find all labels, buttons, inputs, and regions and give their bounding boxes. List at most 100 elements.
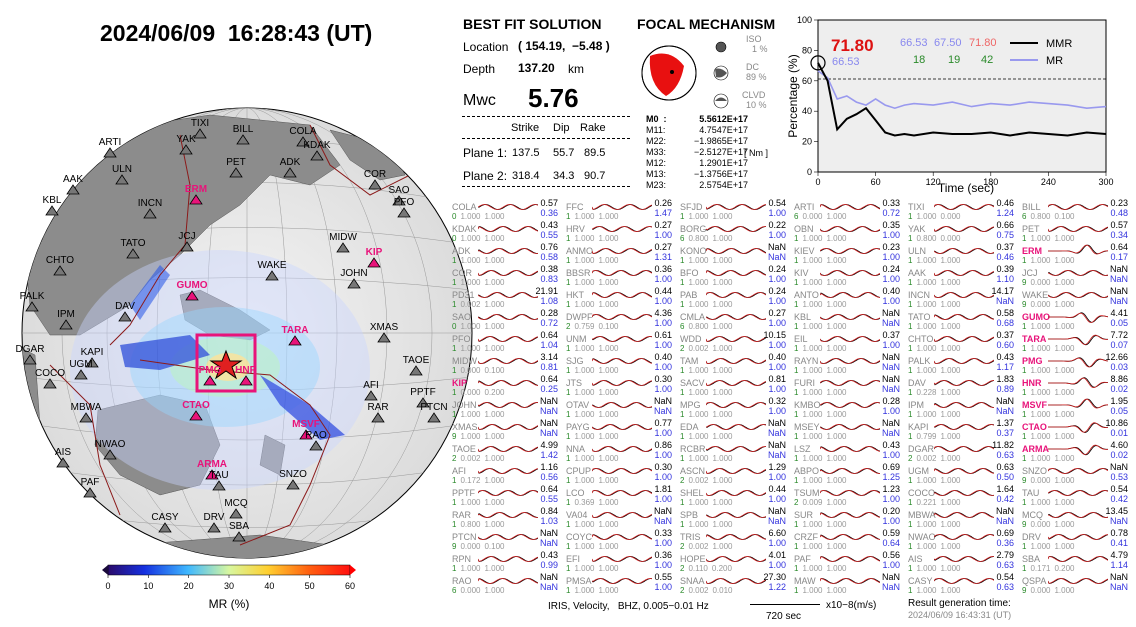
station-waveform bbox=[592, 446, 652, 452]
synthetic-trace bbox=[820, 204, 880, 210]
station-weight: 1.000 bbox=[688, 454, 709, 463]
station-waveform bbox=[478, 402, 538, 408]
tensor-key: M11: bbox=[646, 125, 666, 135]
station-triangle-icon bbox=[212, 480, 226, 491]
dc-value: 89 % bbox=[746, 72, 767, 82]
station-waveform bbox=[1048, 578, 1108, 584]
footer-scale: 720 sec bbox=[766, 611, 802, 622]
source-box bbox=[195, 333, 257, 393]
station-cell: PAYG 0.77 1.00 1 1.000 1.000 bbox=[566, 418, 678, 442]
tensor-row: M0 : 5.5612E+17 bbox=[646, 114, 748, 125]
synthetic-trace bbox=[478, 468, 538, 474]
station-name: RPN bbox=[452, 554, 472, 564]
map-station-label: PTCN bbox=[420, 402, 447, 413]
mr-time-chart: 0 20 40 60 80 100 0 60 120 180 240 300 71.80 66.53 … bbox=[786, 12, 1133, 197]
station-cell: TAM 0.40 1.00 1 1.000 1.000 bbox=[680, 352, 792, 376]
station-flag: 1 bbox=[794, 278, 799, 287]
station-name: TATO bbox=[908, 312, 931, 322]
station-mr: 1.00 bbox=[882, 450, 900, 460]
station-weight2: 1.000 bbox=[484, 300, 505, 309]
station-cell: ARMA 4.60 0.02 1 1.000 1.000 bbox=[1022, 440, 1134, 464]
plane2-label: Plane 2: bbox=[463, 169, 508, 183]
station-cell: COLA 0.57 0.36 0 1.000 1.000 bbox=[452, 198, 564, 222]
station-var: 0.23 bbox=[882, 242, 900, 252]
station-weight: 0.009 bbox=[802, 498, 823, 507]
station-weight: 1.000 bbox=[460, 278, 481, 287]
station-mr: NaN bbox=[881, 384, 900, 394]
station-cell: AAK 0.39 1.10 1 1.000 1.000 bbox=[908, 264, 1020, 288]
synthetic-trace bbox=[478, 226, 538, 232]
station-mr: 1.00 bbox=[654, 230, 672, 240]
iso-ball-icon bbox=[715, 41, 727, 53]
station-triangle-icon bbox=[185, 290, 199, 301]
station-weight2: 0.100 bbox=[484, 542, 505, 551]
synthetic-trace bbox=[592, 578, 652, 584]
station-weight: 1.000 bbox=[1030, 454, 1051, 463]
station-flag: 1 bbox=[908, 410, 913, 419]
station-waveform bbox=[706, 226, 766, 232]
station-weight: 0.759 bbox=[574, 322, 595, 331]
map-station-label: CASY bbox=[151, 512, 179, 523]
station-cell: JTS 0.30 1.00 1 1.000 1.000 bbox=[566, 374, 678, 398]
station-name: DWPF bbox=[566, 312, 593, 322]
station-triangle-icon bbox=[189, 194, 203, 205]
station-cell: AFI 1.16 0.56 1 0.172 1.000 bbox=[452, 462, 564, 486]
synthetic-trace bbox=[592, 424, 652, 430]
station-name: MPG bbox=[680, 400, 701, 410]
station-weight: 0.000 bbox=[1030, 520, 1051, 529]
synthetic-trace bbox=[820, 292, 880, 298]
synthetic-trace bbox=[706, 468, 766, 474]
station-mr: NaN bbox=[539, 582, 558, 592]
station-mr: 1.04 bbox=[540, 340, 558, 350]
legend-mmr: MMR bbox=[1046, 38, 1072, 50]
station-name: CTAO bbox=[1022, 422, 1047, 432]
station-weight2: 1.000 bbox=[826, 322, 847, 331]
y-tick-label: 60 bbox=[802, 76, 812, 86]
synthetic-trace bbox=[592, 380, 652, 386]
station-weight2: 1.000 bbox=[940, 344, 961, 353]
synthetic-trace bbox=[478, 402, 538, 408]
station-mr: 1.00 bbox=[882, 340, 900, 350]
synthetic-trace bbox=[820, 468, 880, 474]
map-station-label: TARA bbox=[281, 325, 308, 336]
station-var: 0.64 bbox=[540, 374, 558, 384]
map-station-label: DGAR bbox=[16, 344, 45, 355]
station-name: DAV bbox=[908, 378, 926, 388]
station-waveform bbox=[1048, 270, 1108, 276]
station-flag: 1 bbox=[908, 322, 913, 331]
synthetic-trace bbox=[592, 292, 652, 298]
station-weight: 0.172 bbox=[460, 476, 481, 485]
station-flag: 1 bbox=[680, 366, 685, 375]
synthetic-trace bbox=[706, 226, 766, 232]
station-weight2: 1.000 bbox=[598, 300, 619, 309]
station-name: PAYG bbox=[566, 422, 590, 432]
station-cell: ANMO 0.27 1.31 1 1.000 1.000 bbox=[566, 242, 678, 266]
station-flag: 1 bbox=[908, 564, 913, 573]
y-tick-label: 0 bbox=[807, 167, 812, 177]
station-waveform bbox=[934, 248, 994, 254]
station-cell: UNM 0.61 1.00 1 1.000 1.000 bbox=[566, 330, 678, 354]
station-mr: 0.37 bbox=[996, 428, 1014, 438]
station-mr: 1.00 bbox=[768, 296, 786, 306]
station-mr: 0.36 bbox=[540, 208, 558, 218]
station-name: UGM bbox=[908, 466, 929, 476]
station-waveform bbox=[706, 292, 766, 298]
station-mr: 1.00 bbox=[654, 340, 672, 350]
station-weight2: 1.000 bbox=[940, 278, 961, 287]
station-mr: 0.60 bbox=[996, 340, 1014, 350]
synthetic-trace bbox=[1048, 357, 1108, 368]
station-waveform bbox=[706, 358, 766, 364]
station-weight: 1.000 bbox=[460, 498, 481, 507]
station-flag: 2 bbox=[680, 344, 685, 353]
station-cell: SACV 0.81 1.00 1 1.000 1.000 bbox=[680, 374, 792, 398]
station-var: 10.86 bbox=[1105, 418, 1128, 428]
synthetic-trace bbox=[706, 402, 766, 408]
synthetic-trace bbox=[706, 204, 766, 210]
synthetic-trace bbox=[1048, 270, 1108, 276]
synthetic-trace bbox=[592, 314, 652, 320]
colorbar-tick: 50 bbox=[305, 581, 315, 591]
station-flag: 1 bbox=[794, 388, 799, 397]
station-weight2: 1.000 bbox=[598, 278, 619, 287]
tensor-row: M23: 2.5754E+17 bbox=[646, 180, 748, 191]
colorbar: 0 10 20 30 40 50 60 MR (%) bbox=[100, 562, 360, 622]
